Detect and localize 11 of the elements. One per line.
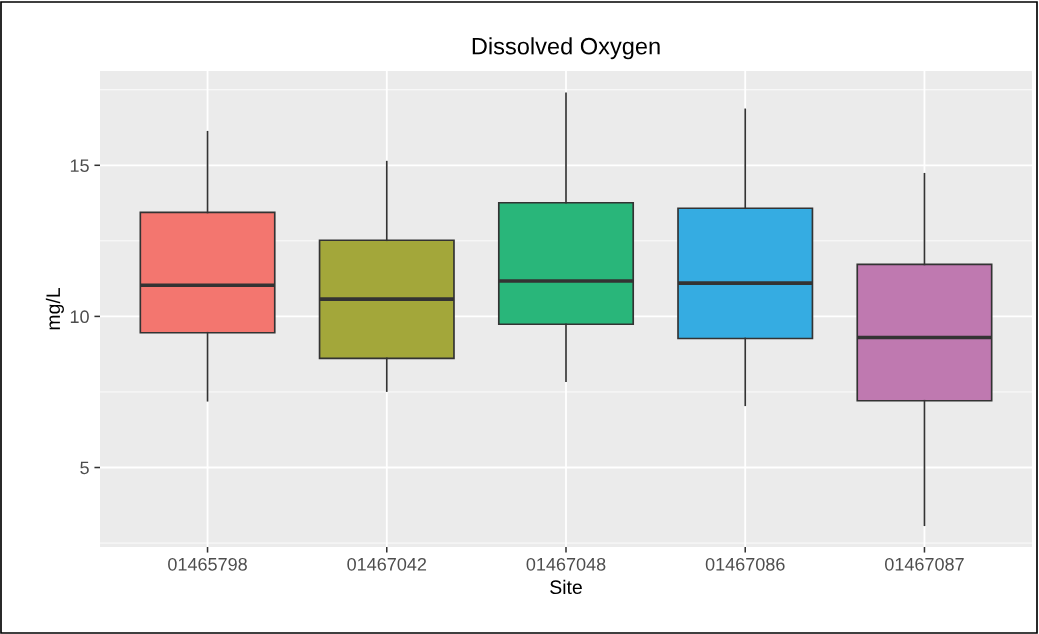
x-tick-label: 01467087 <box>885 557 964 571</box>
x-tick-label: 01467048 <box>526 557 606 571</box>
y-tick-label: 15 <box>70 159 89 173</box>
x-tick-label: 01467042 <box>347 557 427 571</box>
y-tick-label: 5 <box>80 461 89 475</box>
chart-title: Dissolved Oxygen <box>472 37 660 60</box>
y-axis-title: mg/L <box>45 288 64 330</box>
x-tick-label: 01467086 <box>705 557 785 571</box>
x-tick-label: 01465798 <box>168 557 247 571</box>
y-tick-label: 10 <box>70 310 89 324</box>
x-axis-title: Site <box>550 579 582 595</box>
